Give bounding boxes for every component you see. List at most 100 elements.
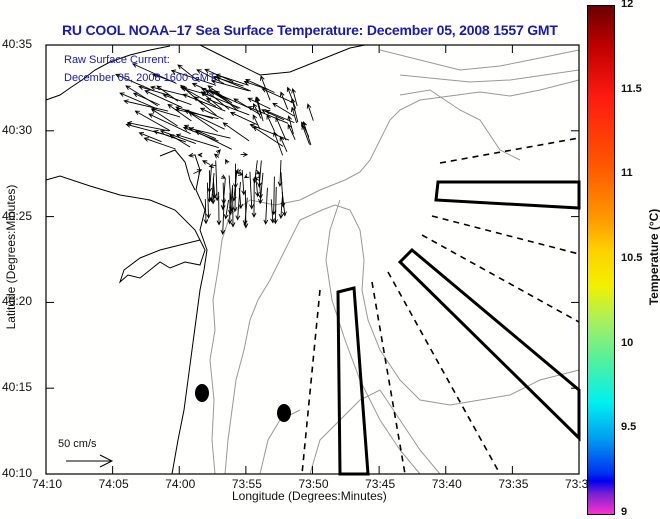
sampling-station [277, 404, 291, 422]
current-vector [272, 102, 295, 117]
current-vector [208, 163, 217, 169]
current-vector [273, 131, 284, 156]
x-tick-label: 73:50 [298, 477, 329, 491]
current-vectors [115, 63, 314, 236]
current-vector [230, 188, 236, 228]
current-vector [184, 109, 225, 130]
current-vector [270, 199, 276, 224]
scale-label: 50 cm/s [58, 438, 97, 450]
current-vector [238, 187, 243, 210]
current-vector [207, 165, 213, 193]
current-vector [280, 91, 289, 110]
current-vector [277, 160, 283, 187]
x-axis-label: Longitude (Degrees:Minutes) [232, 489, 387, 503]
current-vector [194, 130, 232, 150]
current-vector [213, 153, 220, 159]
y-tick-label: 40:15 [2, 380, 33, 395]
current-vector [266, 114, 275, 132]
colorbar-tick-label: 9.5 [621, 421, 637, 434]
current-vector [188, 152, 196, 158]
current-vector [252, 160, 258, 184]
current-vector [143, 137, 176, 150]
x-tick-label: 73:35 [498, 477, 529, 491]
current-vector [222, 122, 250, 142]
current-vector [220, 178, 226, 211]
current-vector [210, 79, 249, 92]
current-vector [200, 87, 231, 100]
colorbar-tick-label: 10 [621, 336, 634, 349]
y-tick-label: 40:25 [2, 208, 33, 223]
x-tick-label: 73:40 [431, 477, 462, 491]
scale-arrow [66, 454, 114, 468]
current-vector [206, 182, 211, 219]
colorbar-label: Temperature (°C) [647, 208, 660, 306]
current-vector [252, 103, 262, 119]
current-vector [183, 124, 217, 140]
current-vector [212, 75, 244, 87]
current-vector [205, 97, 250, 116]
current-vector [260, 75, 271, 101]
y-tick-label: 40:20 [2, 294, 33, 309]
bathymetry-contours [209, 49, 580, 475]
current-vector [162, 93, 192, 106]
coastline [45, 44, 366, 475]
colorbar [587, 5, 615, 515]
current-vector [215, 149, 221, 155]
colorbar-tick-label: 11 [621, 167, 633, 180]
current-vector [290, 106, 298, 124]
chart-title: RU COOL NOAA–17 Sea Surface Temperature:… [62, 22, 558, 38]
current-vector [247, 97, 271, 110]
current-vector [197, 152, 203, 158]
colorbar-tick-label: 12 [621, 0, 634, 10]
current-vector [254, 176, 260, 182]
current-vector [275, 116, 287, 141]
current-vector [263, 187, 269, 225]
current-vector [235, 181, 241, 221]
current-vector [180, 85, 211, 97]
current-vector [202, 160, 211, 165]
current-vector [214, 160, 220, 202]
current-vector [182, 93, 226, 112]
current-vector [243, 173, 250, 179]
current-vector [220, 174, 227, 179]
current-vector [261, 109, 285, 121]
current-vector [287, 123, 296, 140]
current-vector [225, 158, 230, 165]
current-vector [150, 108, 178, 127]
legend-title: Raw Surface Current: [64, 54, 170, 66]
current-vector [177, 64, 200, 83]
current-vector [286, 86, 297, 109]
current-vector [280, 172, 286, 208]
current-vector [138, 132, 162, 143]
current-vector [287, 115, 294, 135]
y-axis-label: Latitude (Degrees:Minutes) [4, 184, 18, 330]
current-vector [232, 169, 238, 213]
current-vector [249, 171, 254, 210]
plot-frame [45, 44, 580, 475]
current-vector [123, 99, 169, 112]
current-vector [240, 152, 249, 157]
current-vector [115, 73, 154, 92]
current-vector [119, 92, 158, 110]
current-vector [252, 114, 261, 130]
current-vector [278, 195, 284, 220]
current-vector [212, 178, 217, 199]
current-vector [125, 85, 158, 107]
colorbar-tick-label: 11.5 [621, 82, 642, 95]
shipping-lanes [301, 137, 580, 475]
current-vector [167, 103, 192, 122]
current-vector [199, 107, 224, 120]
current-vector [223, 199, 230, 220]
colorbar-tick-label: 9 [621, 506, 628, 518]
y-tick-label: 40:10 [2, 466, 33, 480]
current-vector [126, 121, 170, 132]
current-vector [152, 73, 176, 84]
dumping-zones [336, 180, 581, 476]
y-tick-label: 40:30 [2, 122, 33, 137]
current-vector [247, 106, 289, 124]
current-vector [258, 171, 263, 200]
current-vector [134, 110, 171, 132]
current-vector [229, 111, 258, 126]
current-vector [193, 169, 203, 175]
